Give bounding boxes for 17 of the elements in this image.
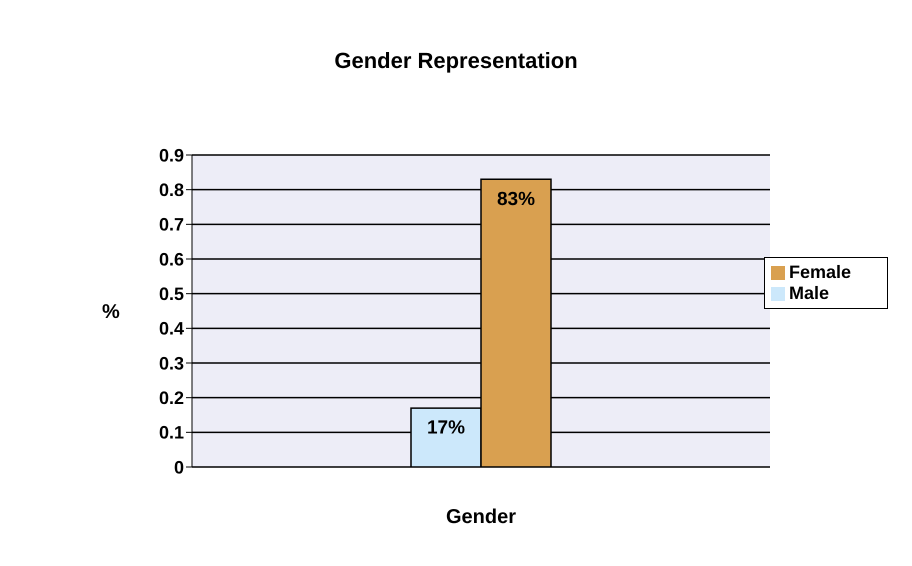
y-tick-label: 0.4 (158, 318, 184, 339)
y-tick-label: 0.1 (158, 422, 184, 443)
y-tick-label: 0 (174, 457, 184, 478)
legend-label: Male (789, 283, 830, 303)
legend-label: Female (789, 262, 852, 282)
y-tick-label: 0.5 (158, 284, 184, 304)
y-tick-label: 0.9 (158, 145, 184, 166)
y-tick-label: 0.6 (158, 249, 184, 270)
y-tick-label: 0.2 (158, 388, 184, 408)
chart-title: Gender Representation (333, 48, 579, 74)
data-label: 83% (496, 188, 536, 210)
y-axis-title: % (102, 301, 120, 324)
y-tick-label: 0.7 (158, 214, 184, 235)
y-tick-label: 0.3 (158, 353, 184, 374)
data-label: 17% (426, 418, 466, 439)
y-tick-label: 0.8 (158, 180, 184, 200)
x-axis-title: Gender (446, 506, 516, 528)
